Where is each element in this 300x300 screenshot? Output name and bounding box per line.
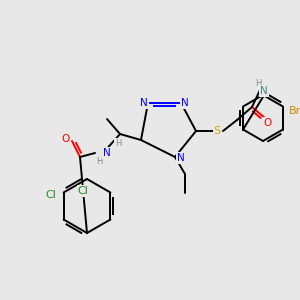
Text: N: N (177, 153, 185, 163)
Text: S: S (213, 126, 220, 136)
Text: O: O (61, 134, 69, 144)
Text: N: N (181, 98, 189, 108)
Text: O: O (264, 118, 272, 128)
Text: Br: Br (289, 106, 300, 116)
Text: Cl: Cl (78, 186, 88, 196)
Text: H: H (115, 139, 121, 148)
Text: H: H (96, 158, 102, 166)
Text: H: H (255, 79, 261, 88)
Text: N: N (140, 98, 148, 108)
Text: N: N (260, 86, 268, 96)
Text: Cl: Cl (45, 190, 56, 200)
Text: N: N (103, 148, 111, 158)
